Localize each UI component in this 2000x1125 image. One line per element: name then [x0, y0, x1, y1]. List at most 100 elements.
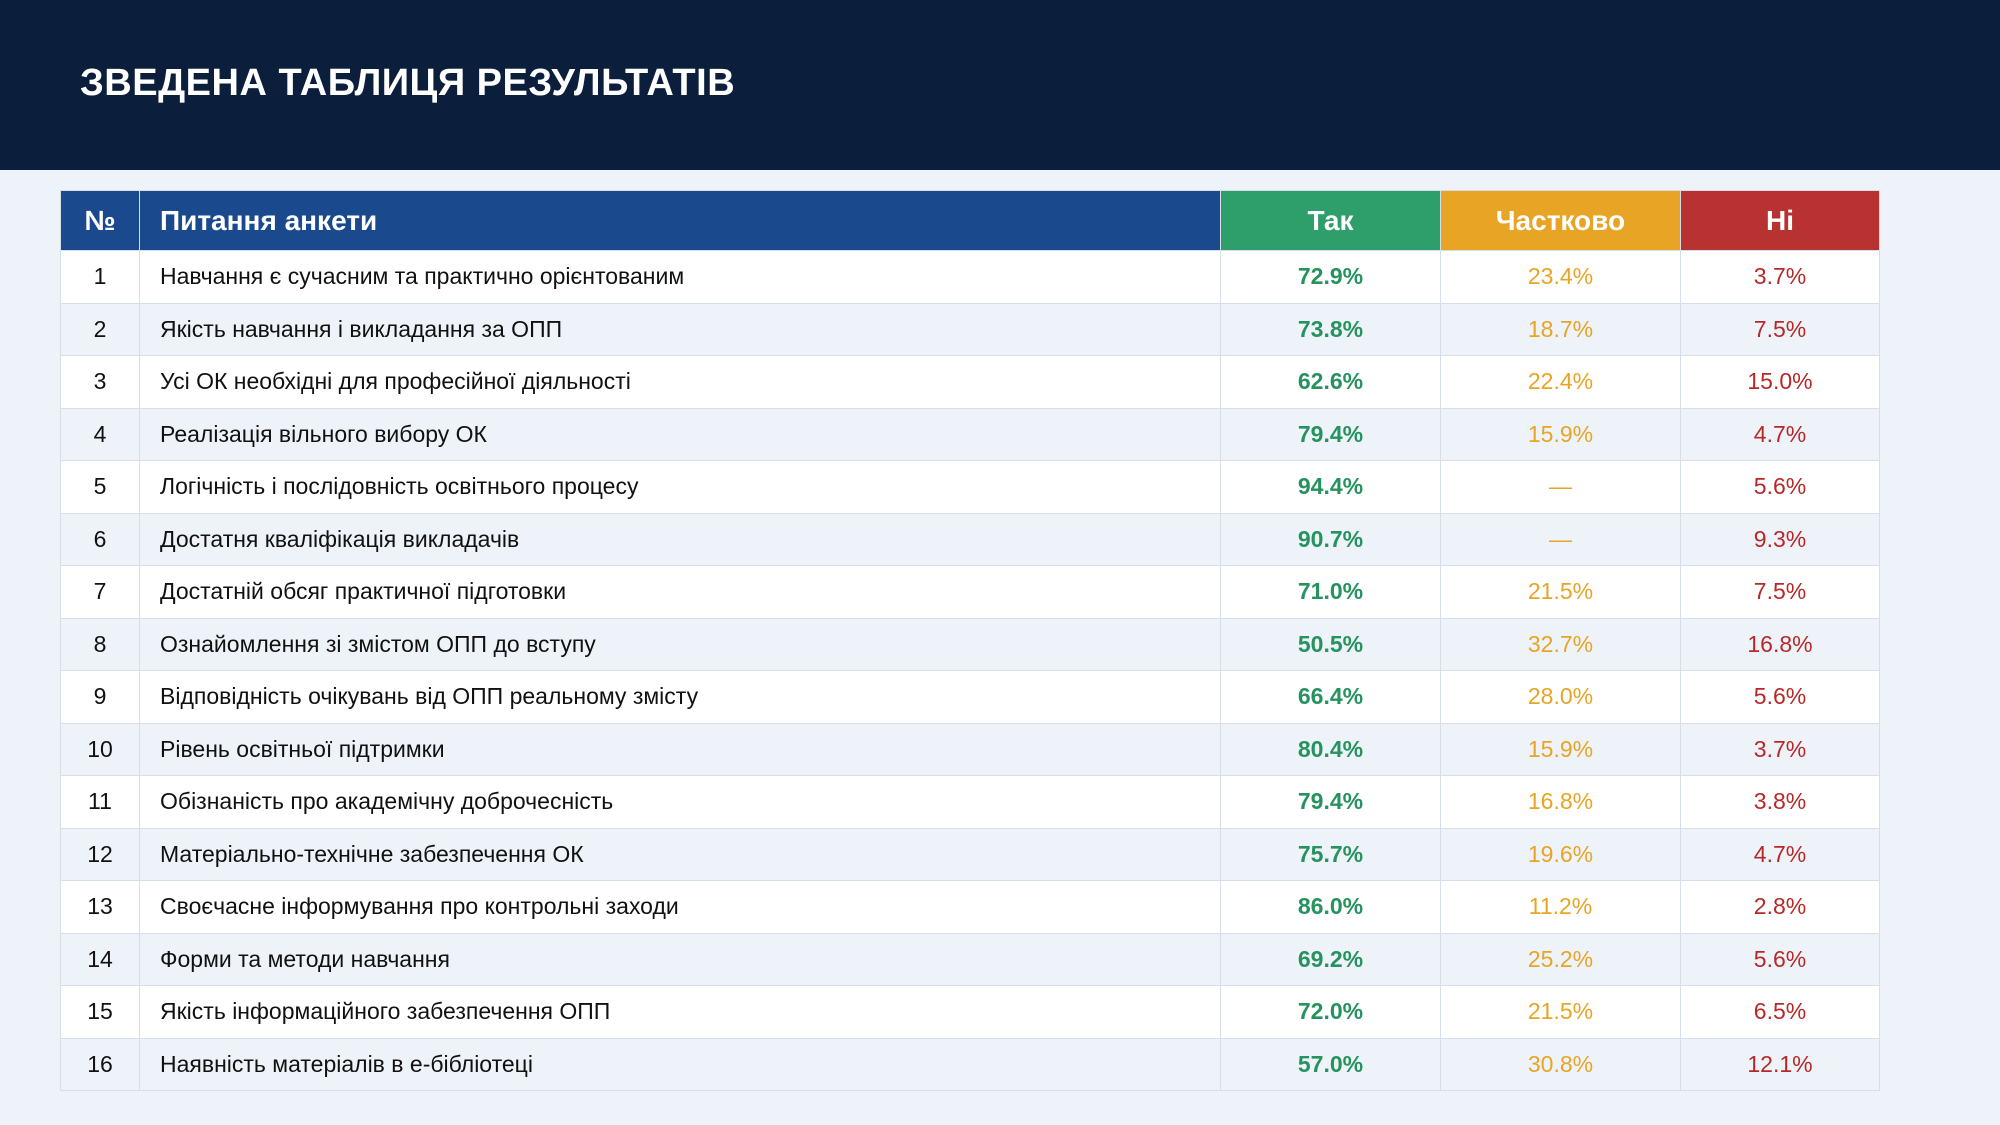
row-number: 13: [60, 880, 140, 934]
row-question: Своєчасне інформування про контрольні за…: [139, 880, 1221, 934]
column-header-question: Питання анкети: [139, 190, 1221, 251]
row-question: Реалізація вільного вибору ОК: [139, 407, 1221, 461]
row-question: Ознайомлення зі змістом ОПП до вступу: [139, 617, 1221, 671]
row-partial-value: 18.7%: [1440, 302, 1681, 356]
table-row: 12 Матеріально-технічне забезпечення ОК 75…: [60, 827, 1880, 881]
row-question: Матеріально-технічне забезпечення ОК: [139, 827, 1221, 881]
row-number: 6: [60, 512, 140, 566]
table-row: 5 Логічність і послідовність освітнього п…: [60, 460, 1880, 514]
row-no-value: 3.8%: [1680, 775, 1880, 829]
column-header-partial: Частково: [1440, 190, 1681, 251]
row-number: 7: [60, 565, 140, 619]
row-number: 5: [60, 460, 140, 514]
table-row: 1 Навчання є сучасним та практично орієнт…: [60, 250, 1880, 304]
row-yes-value: 79.4%: [1220, 407, 1441, 461]
row-no-value: 15.0%: [1680, 355, 1880, 409]
row-question: Якість навчання і викладання за ОПП: [139, 302, 1221, 356]
row-no-value: 4.7%: [1680, 827, 1880, 881]
row-partial-value: 32.7%: [1440, 617, 1681, 671]
row-partial-value: 30.8%: [1440, 1037, 1681, 1091]
table-row: 13 Своєчасне інформування про контрольні …: [60, 880, 1880, 934]
row-yes-value: 90.7%: [1220, 512, 1441, 566]
row-yes-value: 75.7%: [1220, 827, 1441, 881]
row-partial-value: 22.4%: [1440, 355, 1681, 409]
row-question: Рівень освітньої підтримки: [139, 722, 1221, 776]
row-yes-value: 80.4%: [1220, 722, 1441, 776]
row-no-value: 3.7%: [1680, 250, 1880, 304]
row-question: Форми та методи навчання: [139, 932, 1221, 986]
row-yes-value: 86.0%: [1220, 880, 1441, 934]
row-number: 16: [60, 1037, 140, 1091]
row-question: Логічність і послідовність освітнього пр…: [139, 460, 1221, 514]
table-row: 8 Ознайомлення зі змістом ОПП до вступу 50…: [60, 617, 1880, 671]
row-yes-value: 71.0%: [1220, 565, 1441, 619]
table-row: 2 Якість навчання і викладання за ОПП 73.8…: [60, 302, 1880, 356]
row-question: Достатній обсяг практичної підготовки: [139, 565, 1221, 619]
row-no-value: 5.6%: [1680, 670, 1880, 724]
table-row: 11 Обізнаність про академічну доброчесніс…: [60, 775, 1880, 829]
row-question: Обізнаність про академічну доброчесність: [139, 775, 1221, 829]
row-no-value: 7.5%: [1680, 565, 1880, 619]
row-no-value: 5.6%: [1680, 460, 1880, 514]
row-no-value: 3.7%: [1680, 722, 1880, 776]
row-partial-value: 15.9%: [1440, 722, 1681, 776]
row-partial-value: 23.4%: [1440, 250, 1681, 304]
row-no-value: 9.3%: [1680, 512, 1880, 566]
row-yes-value: 66.4%: [1220, 670, 1441, 724]
row-question: Наявність матеріалів в е-бібліотеці: [139, 1037, 1221, 1091]
row-no-value: 5.6%: [1680, 932, 1880, 986]
column-header-no: Ні: [1680, 190, 1880, 251]
row-yes-value: 72.0%: [1220, 985, 1441, 1039]
table-row: 15 Якість інформаційного забезпечення ОПП…: [60, 985, 1880, 1039]
row-partial-value: 28.0%: [1440, 670, 1681, 724]
row-partial-value: —: [1440, 460, 1681, 514]
row-no-value: 7.5%: [1680, 302, 1880, 356]
row-number: 3: [60, 355, 140, 409]
page-header: ЗВЕДЕНА ТАБЛИЦЯ РЕЗУЛЬТАТІВ: [0, 0, 2000, 170]
row-yes-value: 57.0%: [1220, 1037, 1441, 1091]
row-partial-value: 21.5%: [1440, 565, 1681, 619]
row-yes-value: 94.4%: [1220, 460, 1441, 514]
row-question: Навчання є сучасним та практично орієнто…: [139, 250, 1221, 304]
row-no-value: 12.1%: [1680, 1037, 1880, 1091]
row-partial-value: 25.2%: [1440, 932, 1681, 986]
table-row: 3 Усі ОК необхідні для професійної діяльн…: [60, 355, 1880, 409]
row-number: 14: [60, 932, 140, 986]
row-partial-value: 15.9%: [1440, 407, 1681, 461]
row-number: 10: [60, 722, 140, 776]
row-number: 2: [60, 302, 140, 356]
row-number: 15: [60, 985, 140, 1039]
page-title: ЗВЕДЕНА ТАБЛИЦЯ РЕЗУЛЬТАТІВ: [80, 62, 736, 104]
column-header-number: №: [60, 190, 140, 251]
table-row: 14 Форми та методи навчання 69.2% 25.2% 5.6%: [60, 932, 1880, 986]
row-no-value: 16.8%: [1680, 617, 1880, 671]
row-partial-value: —: [1440, 512, 1681, 566]
row-yes-value: 62.6%: [1220, 355, 1441, 409]
row-number: 12: [60, 827, 140, 881]
row-no-value: 6.5%: [1680, 985, 1880, 1039]
row-yes-value: 79.4%: [1220, 775, 1441, 829]
results-table: № Питання анкети Так Частково Ні 1 Навчан…: [60, 190, 1880, 1091]
row-number: 4: [60, 407, 140, 461]
row-partial-value: 21.5%: [1440, 985, 1681, 1039]
row-partial-value: 19.6%: [1440, 827, 1681, 881]
row-no-value: 2.8%: [1680, 880, 1880, 934]
row-number: 9: [60, 670, 140, 724]
table-header-row: № Питання анкети Так Частково Ні: [60, 190, 1880, 251]
row-no-value: 4.7%: [1680, 407, 1880, 461]
row-number: 1: [60, 250, 140, 304]
row-yes-value: 69.2%: [1220, 932, 1441, 986]
row-partial-value: 11.2%: [1440, 880, 1681, 934]
table-row: 10 Рівень освітньої підтримки 80.4% 15.9% 3.…: [60, 722, 1880, 776]
row-question: Відповідність очікувань від ОПП реальном…: [139, 670, 1221, 724]
table-row: 7 Достатній обсяг практичної підготовки 71…: [60, 565, 1880, 619]
table-row: 9 Відповідність очікувань від ОПП реально…: [60, 670, 1880, 724]
row-yes-value: 72.9%: [1220, 250, 1441, 304]
row-yes-value: 73.8%: [1220, 302, 1441, 356]
row-question: Достатня кваліфікація викладачів: [139, 512, 1221, 566]
row-question: Якість інформаційного забезпечення ОПП: [139, 985, 1221, 1039]
table-row: 4 Реалізація вільного вибору ОК 79.4% 15.9%…: [60, 407, 1880, 461]
column-header-yes: Так: [1220, 190, 1441, 251]
row-number: 8: [60, 617, 140, 671]
table-body: 1 Навчання є сучасним та практично орієнт…: [60, 250, 1880, 1091]
